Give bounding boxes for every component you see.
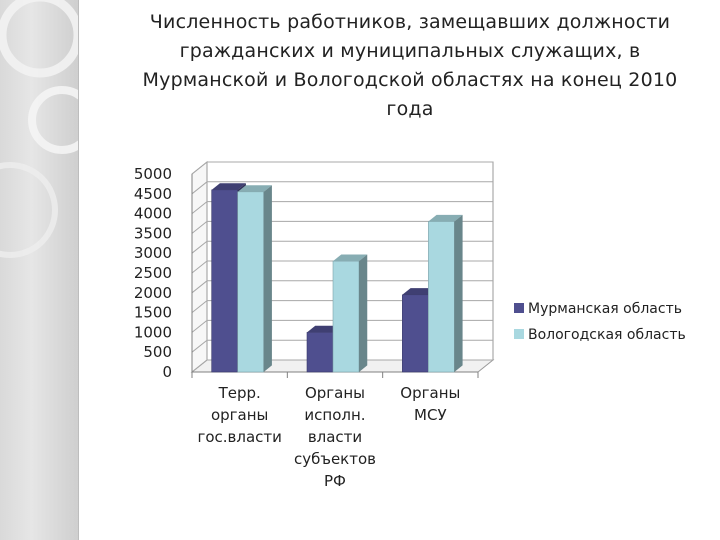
bar-front <box>402 294 429 373</box>
bar-top <box>211 183 246 190</box>
bar-front <box>306 332 334 373</box>
x-category-label-line: власти <box>308 428 362 446</box>
gridline <box>191 300 493 313</box>
bar-front <box>428 221 455 373</box>
x-category-label-line: исполн. <box>304 406 365 424</box>
bar-side <box>263 185 272 372</box>
gridline <box>191 339 493 353</box>
decorative-side-strip <box>0 0 79 540</box>
y-tick-label: 3000 <box>134 244 172 262</box>
chart-title: Численность работников, замещавших должн… <box>142 11 678 120</box>
bar-top <box>333 254 368 262</box>
gridline <box>191 181 493 195</box>
bar-side <box>359 254 368 372</box>
bar-0-1 <box>237 185 272 373</box>
x-category-label-line: органы <box>211 406 268 424</box>
x-category-label-line: субъектов <box>294 450 376 468</box>
x-category-label-line: Органы <box>400 384 460 402</box>
x-category-label-line: РФ <box>324 472 346 490</box>
bar-top <box>402 288 437 295</box>
x-axis-categories: Терр. органы гос.власти Органы исполн. власти… <box>191 372 479 490</box>
x-category-label-line: МСУ <box>414 406 447 424</box>
y-tick-label: 2000 <box>134 284 172 302</box>
y-tick-label: 1000 <box>134 323 172 341</box>
bar-2-1 <box>428 214 463 373</box>
y-tick-label: 5000 <box>134 165 172 183</box>
y-tick-label: 2500 <box>134 264 172 282</box>
bar-top <box>307 325 342 333</box>
bar-front <box>332 260 360 373</box>
bar-side <box>454 214 463 372</box>
gridline <box>191 220 493 234</box>
gridline <box>191 260 493 274</box>
gridline <box>191 161 493 175</box>
legend-label: Мурманская область <box>528 301 682 317</box>
x-category-label-line: гос.власти <box>197 428 281 446</box>
chart-bars <box>211 183 463 373</box>
chart-gridlines <box>191 161 493 373</box>
gridline <box>191 201 493 214</box>
bar-top <box>237 185 272 192</box>
x-category-label: Терр. органы гос.власти <box>197 384 281 446</box>
chart-legend: Мурманская область Вологодская область <box>514 301 686 343</box>
gridline <box>191 319 493 333</box>
y-tick-label: 4000 <box>134 205 172 223</box>
y-tick-label: 4500 <box>134 185 172 203</box>
gridline <box>191 280 493 294</box>
bar-top <box>428 214 463 222</box>
bar-front <box>237 191 264 373</box>
x-category-label: Органы МСУ <box>400 384 460 424</box>
x-category-label-line: Терр. <box>218 384 261 402</box>
y-tick-label: 500 <box>143 343 172 361</box>
bar-1-1 <box>332 254 368 373</box>
x-category-label: Органы исполн. власти субъектов РФ <box>294 384 376 490</box>
y-tick-label: 3500 <box>134 224 172 242</box>
legend-swatch <box>514 329 524 339</box>
bar-front <box>211 189 238 373</box>
legend-label: Вологодская область <box>528 327 686 343</box>
gridline <box>191 240 493 254</box>
x-category-label-line: Органы <box>305 384 365 402</box>
gridline <box>191 359 493 373</box>
y-tick-label: 1500 <box>134 304 172 322</box>
decorative-circles <box>0 0 78 258</box>
legend-swatch <box>514 303 524 313</box>
y-tick-label: 0 <box>162 363 172 381</box>
